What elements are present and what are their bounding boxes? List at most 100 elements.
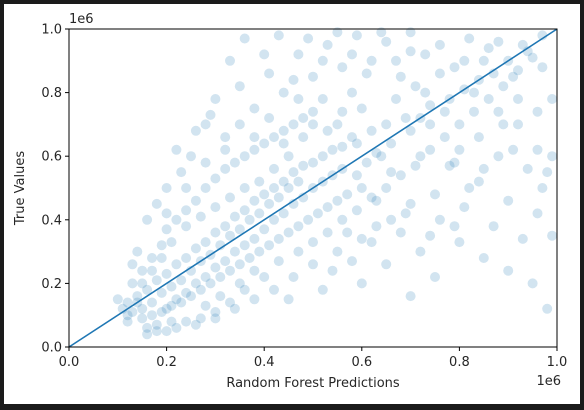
data-point — [322, 125, 333, 136]
data-point — [171, 322, 182, 333]
data-point — [366, 237, 377, 248]
data-point — [298, 160, 309, 171]
data-point — [142, 329, 153, 340]
data-point — [225, 265, 235, 276]
data-point — [503, 265, 514, 276]
data-point — [337, 141, 348, 152]
data-point — [366, 192, 377, 203]
data-point — [317, 94, 328, 104]
data-point — [434, 39, 445, 50]
x-axis-label: Random Forest Predictions — [226, 376, 400, 391]
data-point — [244, 253, 255, 263]
data-point — [190, 278, 201, 289]
data-point — [293, 246, 304, 257]
data-point — [478, 55, 489, 66]
data-point — [517, 39, 528, 50]
data-point — [205, 109, 216, 120]
data-point — [347, 132, 357, 143]
data-point — [220, 221, 231, 232]
x-tick-label: 0.6 — [351, 355, 372, 370]
data-point — [425, 119, 436, 130]
data-point — [161, 268, 172, 279]
data-point — [210, 307, 221, 317]
data-point — [147, 253, 157, 263]
data-point — [269, 163, 279, 174]
data-point — [225, 230, 235, 241]
data-point — [366, 55, 377, 66]
data-point — [210, 313, 221, 324]
data-point — [391, 55, 401, 66]
data-point — [469, 106, 479, 117]
data-point — [195, 284, 206, 295]
data-point — [513, 119, 523, 130]
data-point — [395, 71, 406, 82]
data-point — [322, 202, 333, 213]
data-point — [259, 138, 270, 149]
data-point — [195, 211, 206, 222]
x-tick-label: 0.2 — [156, 355, 177, 370]
data-point — [239, 33, 250, 44]
data-point — [122, 310, 133, 321]
data-point — [322, 39, 333, 50]
data-point — [269, 284, 279, 295]
data-point — [239, 183, 250, 193]
data-point — [405, 27, 416, 38]
data-point — [332, 246, 343, 257]
data-point — [132, 291, 143, 302]
data-point — [381, 36, 392, 47]
data-point — [273, 233, 284, 244]
data-point — [234, 278, 245, 289]
data-point — [147, 297, 157, 308]
data-point — [186, 151, 196, 162]
data-point — [161, 326, 172, 337]
data-point — [127, 259, 138, 270]
data-point — [337, 62, 348, 73]
data-point — [156, 287, 167, 298]
data-point — [317, 55, 328, 66]
data-point — [210, 262, 221, 273]
data-point — [220, 132, 231, 143]
data-point — [259, 224, 270, 235]
data-point — [166, 316, 177, 327]
y-axis-label: True Values — [13, 151, 28, 226]
data-point — [181, 183, 192, 193]
data-point — [449, 62, 460, 73]
data-point — [166, 281, 177, 292]
data-point — [342, 227, 353, 238]
data-point — [351, 205, 362, 216]
data-point — [395, 227, 406, 238]
data-point — [483, 43, 494, 54]
data-point — [386, 214, 397, 225]
data-point — [239, 240, 250, 251]
data-point — [269, 214, 279, 225]
data-point — [425, 100, 436, 111]
data-point — [254, 208, 265, 219]
data-point — [454, 119, 465, 130]
data-point — [200, 119, 211, 130]
data-point — [249, 195, 260, 206]
data-point — [151, 319, 162, 330]
chart-figure: 0.0 0.2 0.4 0.6 0.8 1.0 0.0 0.2 0.4 0.6 0.8 1.0 Ra… — [4, 4, 580, 404]
y-tick-label: 0.2 — [41, 277, 62, 292]
data-point — [308, 237, 318, 248]
data-point — [142, 214, 153, 225]
data-point — [415, 246, 426, 257]
data-point — [537, 62, 548, 73]
data-point — [537, 30, 548, 41]
data-point — [171, 144, 182, 155]
data-point — [210, 94, 221, 104]
data-point — [254, 176, 265, 187]
data-point — [347, 49, 357, 60]
data-point — [356, 233, 367, 244]
data-point — [386, 167, 397, 178]
data-point — [278, 176, 289, 187]
data-point — [547, 94, 558, 104]
y-tick-label: 0.6 — [41, 150, 62, 165]
data-point — [449, 221, 460, 232]
data-point — [376, 151, 387, 162]
data-point — [527, 52, 538, 63]
data-point — [439, 132, 450, 143]
data-point — [249, 294, 260, 305]
data-point — [259, 49, 270, 60]
data-point — [269, 132, 279, 143]
